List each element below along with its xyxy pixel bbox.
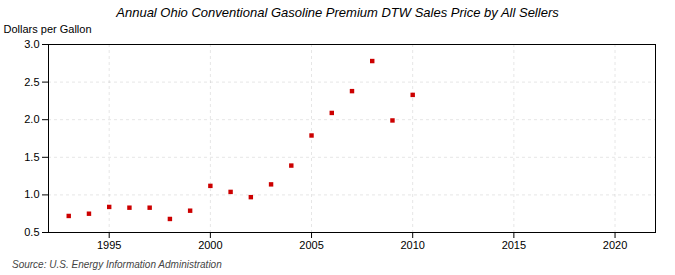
svg-text:2010: 2010 <box>400 239 424 251</box>
html-text:Annual Ohio Conventional Gasol: Annual Ohio Conventional Gasoline Premiu… <box>116 5 559 20</box>
svg-text:Dollars per Gallon: Dollars per Gallon <box>4 23 92 35</box>
svg-text:1.0: 1.0 <box>24 188 39 200</box>
svg-text:2.5: 2.5 <box>24 76 39 88</box>
svg-text:0.5: 0.5 <box>24 226 39 238</box>
svg-text:1995: 1995 <box>97 239 121 251</box>
svg-text:2020: 2020 <box>603 239 627 251</box>
html-text:Source: U.S. Energy Informatio: Source: U.S. Energy Information Administ… <box>12 259 222 270</box>
svg-text:2000: 2000 <box>198 239 222 251</box>
svg-text:3.0: 3.0 <box>24 38 39 50</box>
svg-text:2.0: 2.0 <box>24 113 39 125</box>
svg-text:2015: 2015 <box>502 239 526 251</box>
svg-text:1.5: 1.5 <box>24 151 39 163</box>
svg-text:2005: 2005 <box>299 239 323 251</box>
